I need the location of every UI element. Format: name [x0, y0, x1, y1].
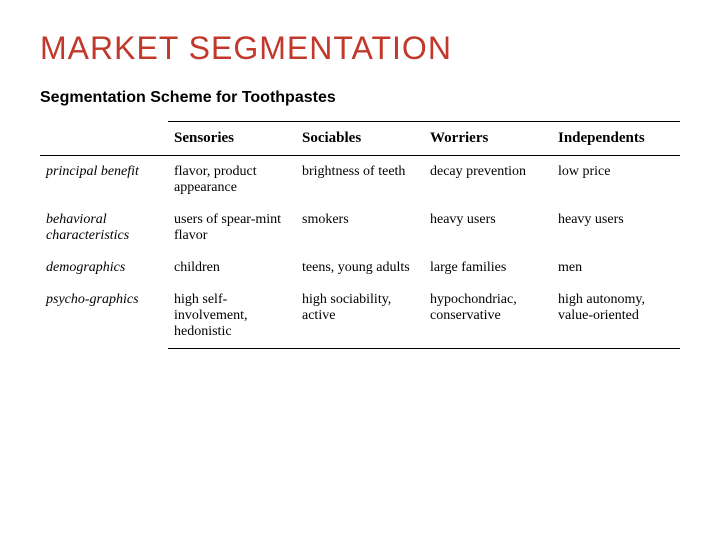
table-header-row: Sensories Sociables Worriers Independent…	[40, 122, 680, 156]
cell: heavy users	[552, 204, 680, 252]
page-subtitle: Segmentation Scheme for Toothpastes	[40, 89, 680, 107]
col-header-sociables: Sociables	[296, 122, 424, 156]
cell: users of spear-mint flavor	[168, 204, 296, 252]
row-label: principal benefit	[40, 156, 168, 205]
cell: brightness of teeth	[296, 156, 424, 205]
cell: teens, young adults	[296, 252, 424, 284]
cell: smokers	[296, 204, 424, 252]
table-row: behavioral characteristics users of spea…	[40, 204, 680, 252]
segmentation-table: Sensories Sociables Worriers Independent…	[40, 121, 680, 349]
cell: high autonomy, value-oriented	[552, 284, 680, 349]
row-label: behavioral characteristics	[40, 204, 168, 252]
col-header-sensories: Sensories	[168, 122, 296, 156]
row-label: demographics	[40, 252, 168, 284]
cell: heavy users	[424, 204, 552, 252]
col-header-independents: Independents	[552, 122, 680, 156]
cell: hypochondriac, conservative	[424, 284, 552, 349]
cell: large families	[424, 252, 552, 284]
cell: high sociability, active	[296, 284, 424, 349]
cell: decay prevention	[424, 156, 552, 205]
table-row: psycho-graphics high self-involvement, h…	[40, 284, 680, 349]
cell: flavor, product appearance	[168, 156, 296, 205]
row-label: psycho-graphics	[40, 284, 168, 349]
table-row: principal benefit flavor, product appear…	[40, 156, 680, 205]
col-header-blank	[40, 122, 168, 156]
page-title: MARKET SEGMENTATION	[40, 30, 680, 67]
table-row: demographics children teens, young adult…	[40, 252, 680, 284]
col-header-worriers: Worriers	[424, 122, 552, 156]
cell: children	[168, 252, 296, 284]
cell: men	[552, 252, 680, 284]
cell: high self-involvement, hedonistic	[168, 284, 296, 349]
slide: MARKET SEGMENTATION Segmentation Scheme …	[0, 0, 720, 540]
cell: low price	[552, 156, 680, 205]
